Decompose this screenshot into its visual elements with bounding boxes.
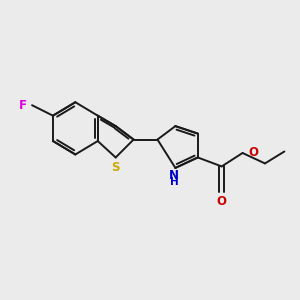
- Text: O: O: [248, 146, 258, 160]
- Text: O: O: [217, 195, 227, 208]
- Text: N: N: [169, 169, 179, 182]
- Text: H: H: [169, 178, 178, 188]
- Text: F: F: [19, 99, 27, 112]
- Text: S: S: [111, 161, 120, 174]
